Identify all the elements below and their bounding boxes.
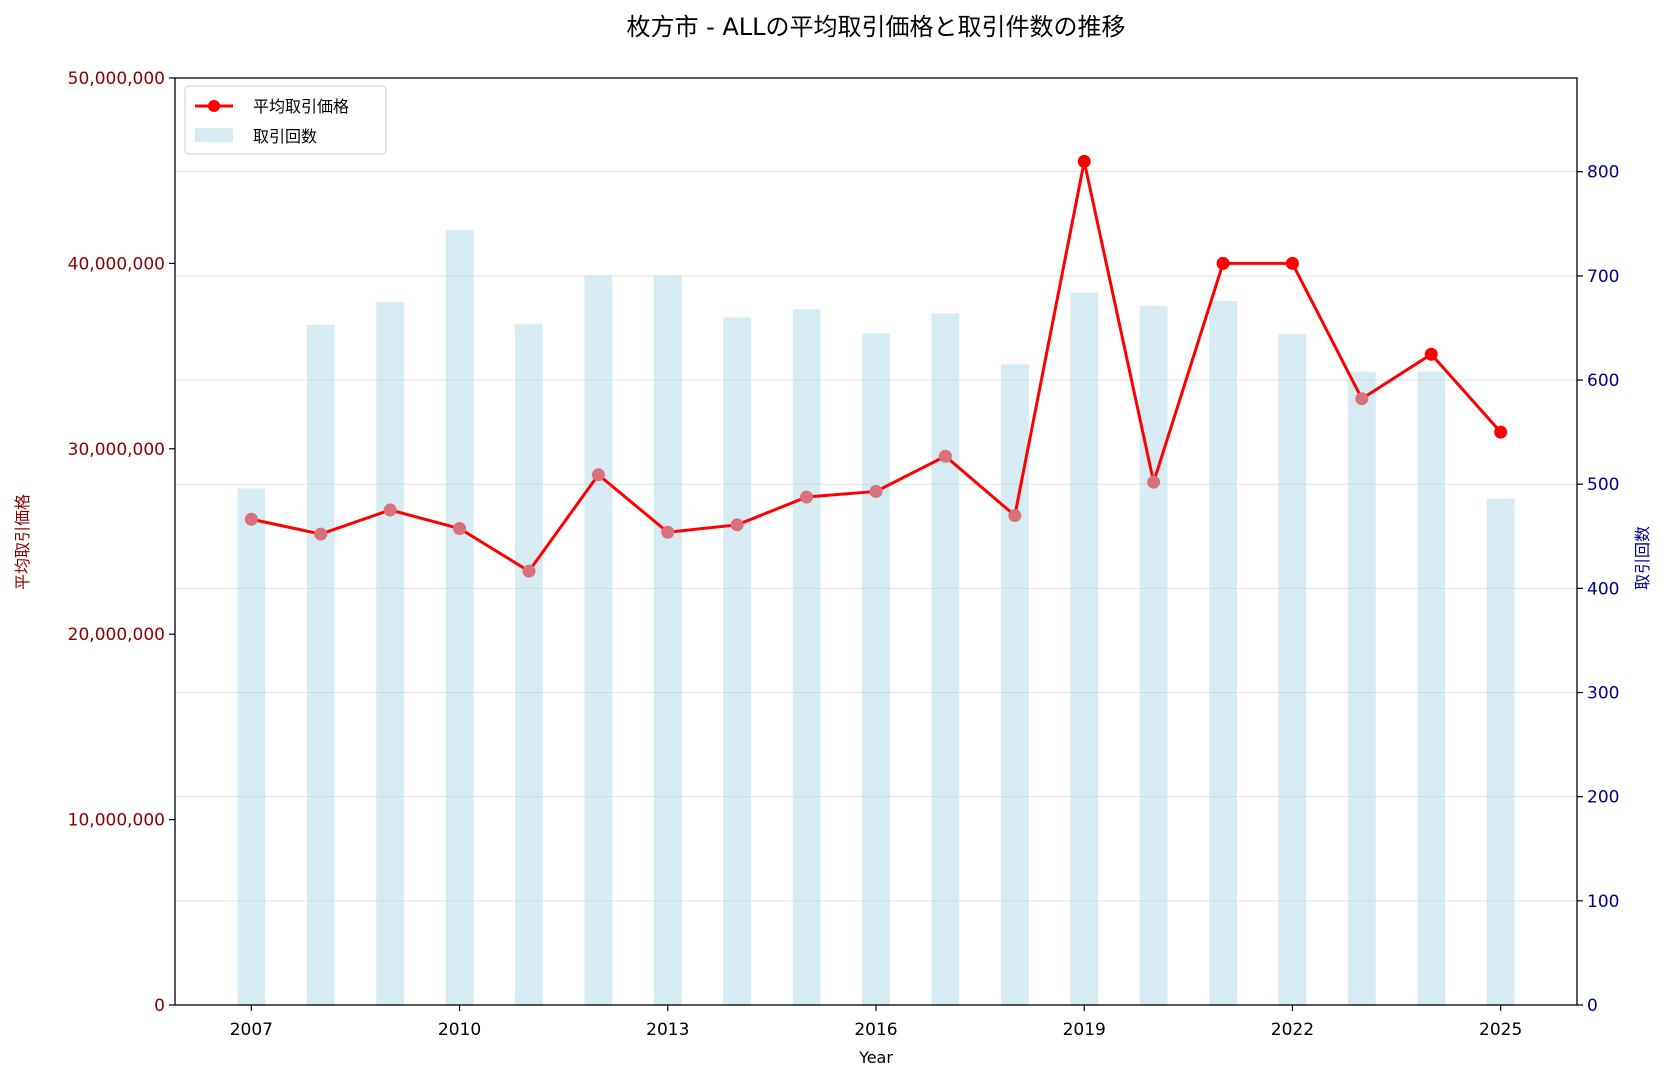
x-tick-label: 2010: [438, 1020, 481, 1040]
x-axis-label: Year: [858, 1048, 893, 1067]
bar-2020: [1139, 306, 1168, 1005]
bar-2012: [584, 275, 613, 1005]
legend: 平均取引価格 取引回数: [184, 85, 387, 155]
y-left-tick-label: 40,000,000: [68, 254, 165, 274]
chart-title: 枚方市 - ALLの平均取引価格と取引件数の推移: [626, 13, 1125, 41]
bar-series: [237, 230, 1515, 1006]
y-left-tick-label: 20,000,000: [68, 625, 165, 645]
legend-line-marker: [208, 100, 220, 112]
x-tick-label: 2025: [1479, 1020, 1522, 1040]
x-tick-label: 2019: [1063, 1020, 1106, 1040]
bar-2017: [931, 313, 960, 1005]
price-point-2012: [591, 468, 605, 482]
bar-2011: [515, 323, 543, 1005]
price-point-2023: [1355, 392, 1369, 406]
y-right-tick-label: 700: [1587, 267, 1619, 287]
bar-2021: [1209, 300, 1237, 1006]
legend-label-price: 平均取引価格: [253, 97, 349, 116]
legend-box: [184, 85, 387, 155]
x-tick-label: 2022: [1271, 1020, 1314, 1040]
legend-bar-swatch: [195, 128, 233, 142]
price-point-2016: [869, 484, 883, 498]
y-right-tick-label: 400: [1587, 579, 1619, 599]
bar-2009: [376, 301, 405, 1005]
x-tick-label: 2007: [230, 1020, 273, 1040]
y-right-tick-label: 200: [1587, 788, 1619, 808]
y-right-tick-label: 0: [1587, 996, 1598, 1016]
price-point-2018: [1008, 509, 1022, 523]
bar-2016: [862, 333, 890, 1005]
x-axis: 2007 2010 2013 2016 2019 2022 2025: [230, 1005, 1522, 1040]
price-point-2021: [1216, 256, 1230, 270]
bar-2025: [1486, 498, 1515, 1005]
bar-2010: [445, 230, 474, 1006]
price-point-2024: [1424, 347, 1438, 361]
price-point-2025: [1494, 425, 1508, 439]
line-series: [244, 154, 1508, 578]
x-tick-label: 2013: [646, 1020, 689, 1040]
price-point-2013: [661, 525, 675, 539]
y-left-tick-label: 30,000,000: [68, 440, 165, 460]
price-point-2010: [453, 522, 467, 536]
y-left-axis: 0 10,000,000 20,000,000 30,000,000 40,000,00…: [68, 69, 175, 1016]
bar-2013: [653, 275, 682, 1005]
y-right-tick-label: 600: [1587, 371, 1619, 391]
y-left-axis-label: 平均取引価格: [13, 494, 32, 590]
bar-2019: [1070, 292, 1099, 1005]
bar-2007: [237, 488, 266, 1005]
price-point-2017: [938, 449, 952, 463]
bar-2022: [1278, 334, 1307, 1006]
y-right-axis: 0 100 200 300 400 500 600 700 800: [1577, 163, 1619, 1016]
bar-2024: [1417, 371, 1446, 1005]
price-point-2020: [1147, 475, 1161, 489]
y-right-axis-label: 取引回数: [1633, 526, 1652, 590]
y-left-tick-label: 50,000,000: [68, 69, 165, 89]
price-point-2014: [730, 518, 744, 532]
price-point-2007: [244, 512, 258, 526]
x-tick-label: 2016: [854, 1020, 897, 1040]
y-right-tick-label: 800: [1587, 163, 1619, 183]
y-right-tick-label: 100: [1587, 892, 1619, 912]
legend-label-count: 取引回数: [253, 127, 317, 146]
bar-2015: [792, 309, 821, 1005]
price-point-2011: [522, 564, 536, 578]
bar-2014: [723, 317, 752, 1006]
price-point-2009: [383, 503, 397, 517]
y-left-tick-label: 10,000,000: [68, 811, 165, 831]
bar-2023: [1347, 371, 1376, 1005]
price-point-2008: [314, 527, 328, 541]
price-point-2022: [1285, 256, 1299, 270]
y-right-tick-label: 500: [1587, 475, 1619, 495]
y-left-tick-label: 0: [154, 996, 165, 1016]
price-point-2015: [800, 490, 814, 504]
y-right-tick-label: 300: [1587, 684, 1619, 704]
bar-2008: [306, 324, 335, 1006]
price-point-2019: [1077, 154, 1091, 168]
